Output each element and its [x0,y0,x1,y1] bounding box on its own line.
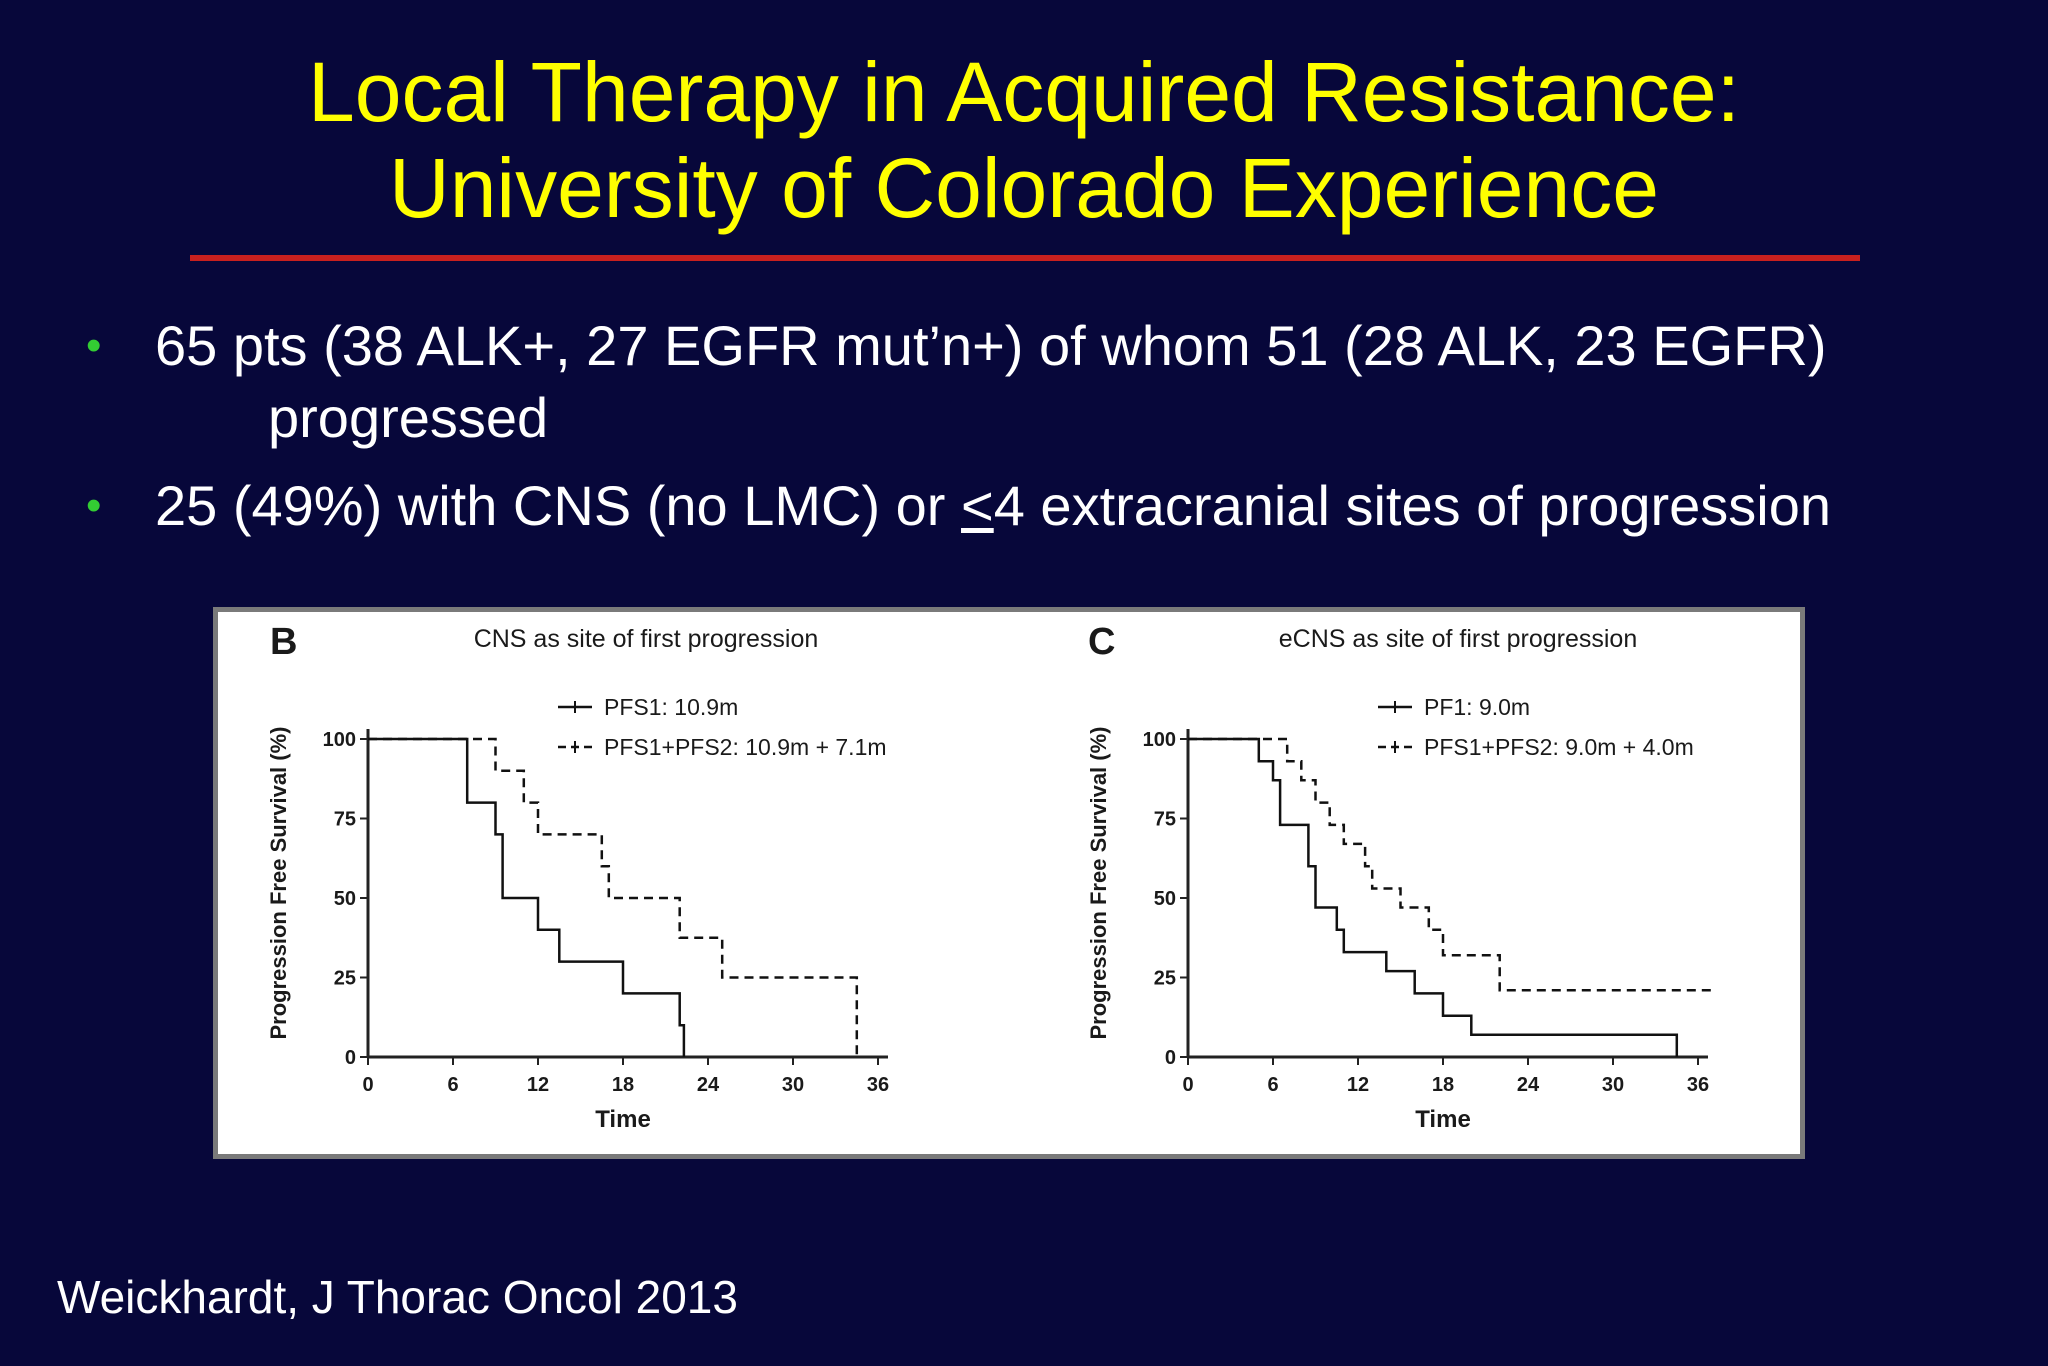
y-axis-label: Progression Free Survival (%) [1086,727,1111,1040]
survival-figure: B CNS as site of first progression 0 25 50 75… [213,607,1805,1159]
x-tick-label: 36 [1687,1074,1709,1096]
y-tick-label: 100 [1143,729,1176,751]
title-line-1: Local Therapy in Acquired Resistance: [308,45,1740,139]
y-tick-label: 75 [334,809,356,831]
y-tick-label: 25 [1154,968,1176,990]
chart-title: eCNS as site of first progression [1279,625,1637,653]
x-axis-label: Time [1415,1106,1471,1133]
y-tick-label: 100 [323,729,356,751]
legend-label-1: PF1: 9.0m [1424,694,1530,720]
less-equal-symbol: < [961,474,994,537]
bullet-dot-icon: • [86,321,102,370]
y-tick-label: 50 [1154,888,1176,910]
legend-label-1: PFS1: 10.9m [604,694,738,720]
x-axis-label: Time [595,1106,651,1133]
panel-letter: C [1088,621,1115,663]
slide-title: Local Therapy in Acquired Resistance: Un… [0,44,2048,236]
chart-title: CNS as site of first progression [474,625,819,653]
citation: Weickhardt, J Thorac Oncol 2013 [57,1271,738,1323]
bullet-text-part: 4 extracranial sites of progression [993,474,1832,537]
y-tick-label: 0 [345,1047,356,1069]
x-tick-label: 30 [1602,1074,1624,1096]
bullet-dot-icon: • [86,481,102,530]
y-tick-label: 0 [1165,1047,1176,1069]
x-tick-label: 0 [362,1074,373,1096]
x-tick-label: 30 [782,1074,804,1096]
series-line-1 [1188,737,1679,1057]
x-tick-label: 6 [1267,1074,1278,1096]
series-line-2 [368,737,859,1057]
bullet-text: 25 (49%) with CNS (no LMC) or <4 extracr… [155,470,1831,542]
y-tick-label: 25 [334,968,356,990]
chart-panel-b: B CNS as site of first progression 0 25 50 75… [266,621,889,1133]
bullet-text-continued: progressed [268,386,549,449]
x-tick-label: 18 [612,1074,634,1096]
y-tick-label: 75 [1154,809,1176,831]
km-charts: B CNS as site of first progression 0 25 50 75… [266,621,1713,1133]
legend-label-2: PFS1+PFS2: 10.9m + 7.1m [604,734,887,760]
bullet-text-part: 25 (49%) with CNS (no LMC) or [155,474,962,537]
x-tick-label: 0 [1182,1074,1193,1096]
panel-letter: B [270,621,297,663]
x-tick-label: 36 [867,1074,889,1096]
bullet-text: 65 pts (38 ALK+, 27 EGFR mut’n+) of whom… [155,314,1827,377]
x-tick-label: 12 [527,1074,549,1096]
series-line-1 [368,737,686,1057]
x-tick-label: 6 [447,1074,458,1096]
x-tick-label: 24 [1517,1074,1540,1096]
legend-label-2: PFS1+PFS2: 9.0m + 4.0m [1424,734,1694,760]
x-tick-label: 18 [1432,1074,1454,1096]
x-tick-label: 12 [1347,1074,1369,1096]
title-divider [190,255,1860,261]
x-tick-label: 24 [697,1074,720,1096]
series-line-2 [1188,737,1713,992]
title-line-2: University of Colorado Experience [389,141,1659,235]
y-tick-label: 50 [334,888,356,910]
y-axis-label: Progression Free Survival (%) [266,727,291,1040]
